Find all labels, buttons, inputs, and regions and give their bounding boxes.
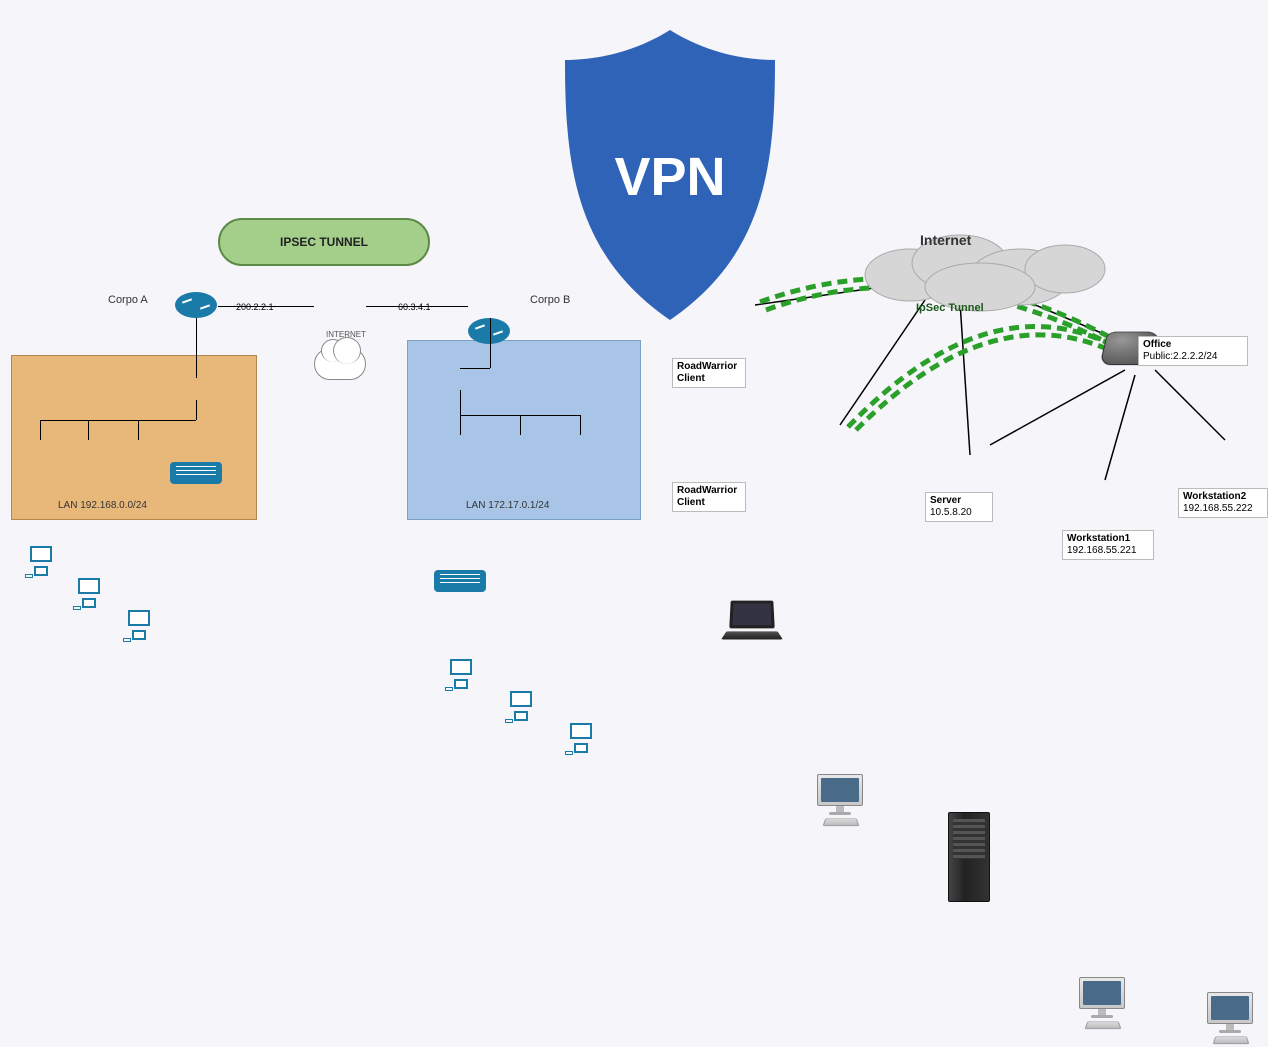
line [196, 400, 197, 420]
pc-a1-icon [25, 546, 57, 578]
line [218, 306, 314, 307]
roadwarrior1-label: RoadWarriorClient [672, 358, 746, 388]
pc-a2-icon [73, 578, 105, 610]
workstation1-icon [1072, 977, 1132, 1032]
pc-a3-icon [123, 610, 155, 642]
line [460, 368, 490, 369]
workstation2-icon [1200, 992, 1260, 1047]
roadwarrior2-label: RoadWarriorClient [672, 482, 746, 512]
line [520, 415, 521, 435]
line [138, 420, 139, 440]
line [40, 420, 41, 440]
internet-label-right: Internet [920, 232, 971, 248]
laptop-icon [720, 600, 784, 642]
vpn-shield-text: VPN [614, 147, 725, 207]
lan-a-label: LAN 192.168.0.0/24 [58, 500, 147, 511]
ipsec-tunnel-label-right: IpSec Tunnel [916, 302, 984, 314]
router-a-ip: 200.2.2.1 [236, 302, 274, 312]
switch-b-icon [434, 570, 486, 592]
corpo-a-label: Corpo A [108, 294, 148, 306]
router-b-icon [468, 318, 510, 344]
switch-a-icon [170, 462, 222, 484]
server-label: Server10.5.8.20 [925, 492, 993, 522]
lan-b-box [407, 340, 641, 520]
workstation1-label: Workstation1192.168.55.221 [1062, 530, 1154, 560]
line [366, 306, 468, 307]
office-label: OfficePublic:2.2.2.2/24 [1138, 336, 1248, 366]
internet-cloud-icon [314, 348, 366, 380]
pc-b2-icon [505, 691, 537, 723]
lan-b-label: LAN 172.17.0.1/24 [466, 500, 549, 511]
line [40, 420, 196, 421]
router-a-icon [175, 292, 217, 318]
pc-b3-icon [565, 723, 597, 755]
corpo-b-label: Corpo B [530, 294, 570, 306]
line [460, 390, 461, 415]
lan-a-box [11, 355, 257, 520]
server-rack-icon [948, 812, 990, 902]
line [490, 318, 491, 368]
line [580, 415, 581, 435]
line [196, 318, 197, 378]
ipsec-tunnel-label: IPSEC TUNNEL [280, 235, 368, 249]
roadwarrior2-pc-icon [810, 774, 870, 829]
ipsec-tunnel-pill: IPSEC TUNNEL [218, 218, 430, 266]
line [88, 420, 89, 440]
line [460, 415, 461, 435]
router-b-ip: 60.3.4.1 [398, 302, 431, 312]
workstation2-label: Workstation2192.168.55.222 [1178, 488, 1268, 518]
internet-label: INTERNET [326, 330, 366, 339]
